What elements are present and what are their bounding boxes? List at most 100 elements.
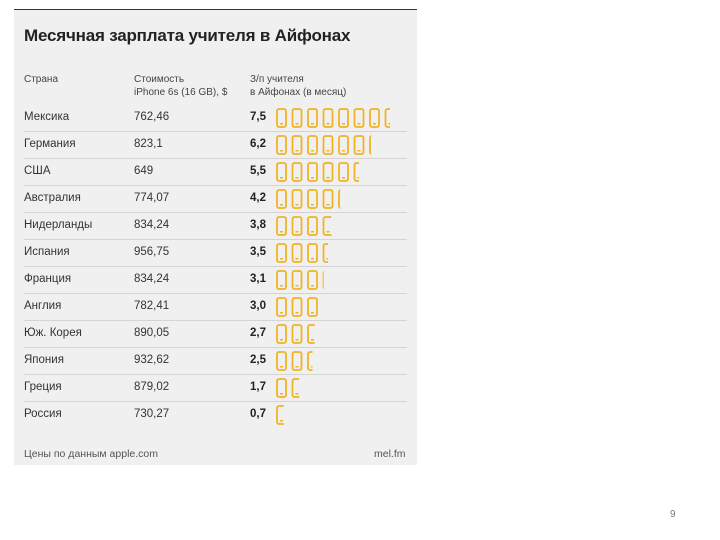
cell-country: Нидерланды [24, 219, 93, 231]
column-header-price: Стоимость iPhone 6s (16 GB), $ [134, 73, 227, 99]
table-row: Нидерланды 834,24 3,8 [24, 213, 407, 240]
iphone-icon [322, 243, 328, 263]
cell-price: 834,24 [134, 219, 170, 231]
cell-country: Германия [24, 138, 76, 150]
header-country-label: Страна [24, 74, 59, 85]
iphone-icons [276, 405, 284, 425]
iphone-icon [307, 189, 318, 209]
cell-iphones-count: 5,5 [250, 165, 266, 177]
iphone-icon [369, 135, 372, 155]
header-price-line2: iPhone 6s (16 GB), $ [134, 87, 228, 98]
iphone-icon [307, 297, 318, 317]
iphone-icon [291, 108, 303, 128]
iphone-icons [276, 189, 341, 209]
iphone-icon [338, 108, 349, 128]
iphone-icon [307, 162, 318, 182]
header-iphones-line2: в Айфонах (в месяц) [250, 87, 347, 98]
cell-price: 890,05 [134, 327, 170, 339]
table-row: Япония 932,62 2,5 [24, 348, 407, 375]
iphone-bar [276, 348, 407, 374]
iphone-icons [276, 243, 328, 263]
iphone-icon [307, 270, 318, 290]
iphone-icons [276, 135, 372, 155]
cell-country: Греция [24, 381, 62, 393]
iphone-icon [307, 243, 318, 263]
cell-price: 649 [134, 165, 154, 177]
iphone-icons [276, 297, 318, 317]
column-header-country: Страна [24, 73, 58, 86]
iphone-icon [276, 162, 287, 182]
cell-country: Япония [24, 354, 64, 366]
iphone-icon [338, 189, 341, 209]
iphone-icon [369, 108, 380, 128]
iphone-icon [276, 405, 284, 425]
table-row: Юж. Корея 890,05 2,7 [24, 321, 407, 348]
iphone-icon [353, 135, 365, 155]
iphone-icons [276, 108, 390, 128]
iphone-bar [276, 159, 407, 185]
iphone-icon [276, 108, 287, 128]
iphone-bar [276, 402, 407, 428]
data-table: Мексика 762,46 7,5 Германия 823,1 6,2 США 649 5,… [24, 105, 407, 429]
iphone-bar [276, 240, 407, 266]
header-iphones-line1: З/п учителя [250, 74, 304, 85]
iphone-icon [307, 324, 315, 344]
table-row: Испания 956,75 3,5 [24, 240, 407, 267]
cell-price: 956,75 [134, 246, 170, 258]
cell-iphones-count: 3,1 [250, 273, 266, 285]
iphone-icon [276, 270, 287, 290]
table-row: США 649 5,5 [24, 159, 407, 186]
iphone-icon [291, 189, 303, 209]
iphone-icons [276, 270, 324, 290]
iphone-icon [276, 351, 287, 371]
table-row: Мексика 762,46 7,5 [24, 105, 407, 132]
cell-iphones-count: 2,5 [250, 354, 266, 366]
cell-price: 932,62 [134, 354, 170, 366]
cell-price: 782,41 [134, 300, 170, 312]
source-note: Цены по данным apple.com [24, 448, 159, 460]
infographic-card [14, 10, 417, 465]
iphone-icon [291, 351, 303, 371]
iphone-icons [276, 162, 359, 182]
column-header-iphones: З/п учителя в Айфонах (в месяц) [250, 73, 346, 99]
iphone-icon [276, 378, 287, 398]
table-row: Франция 834,24 3,1 [24, 267, 407, 294]
iphone-icons [276, 216, 332, 236]
table-row: Австралия 774,07 4,2 [24, 186, 407, 213]
iphone-icons [276, 351, 313, 371]
iphone-icon [291, 162, 303, 182]
cell-country: Австралия [24, 192, 81, 204]
cell-country: США [24, 165, 51, 177]
iphone-icon [276, 297, 287, 317]
iphone-icon [307, 108, 318, 128]
iphone-icon [322, 216, 332, 236]
chart-title: Месячная зарплата учителя в Айфонах [24, 26, 351, 45]
top-rule [14, 9, 417, 10]
cell-iphones-count: 3,0 [250, 300, 266, 312]
cell-country: Мексика [24, 111, 70, 123]
iphone-icon [291, 324, 303, 344]
table-row: Россия 730,27 0,7 [24, 402, 407, 429]
iphone-bar [276, 294, 407, 320]
iphone-bar [276, 321, 407, 347]
iphone-icon [276, 243, 287, 263]
cell-country: Россия [24, 408, 62, 420]
iphone-icon [322, 135, 334, 155]
cell-country: Англия [24, 300, 62, 312]
iphone-icon [276, 324, 287, 344]
iphone-icon [291, 270, 303, 290]
iphone-icon [276, 189, 287, 209]
cell-price: 762,46 [134, 111, 170, 123]
iphone-bar [276, 132, 407, 158]
iphone-bar [276, 375, 407, 401]
cell-price: 823,1 [134, 138, 163, 150]
iphone-icon [338, 135, 349, 155]
iphone-bar [276, 213, 407, 239]
iphone-icon [384, 108, 390, 128]
iphone-icon [291, 378, 300, 398]
iphone-icon [322, 162, 334, 182]
table-row: Греция 879,02 1,7 [24, 375, 407, 402]
cell-iphones-count: 7,5 [250, 111, 266, 123]
iphone-icon [291, 297, 303, 317]
iphone-icon [322, 189, 334, 209]
